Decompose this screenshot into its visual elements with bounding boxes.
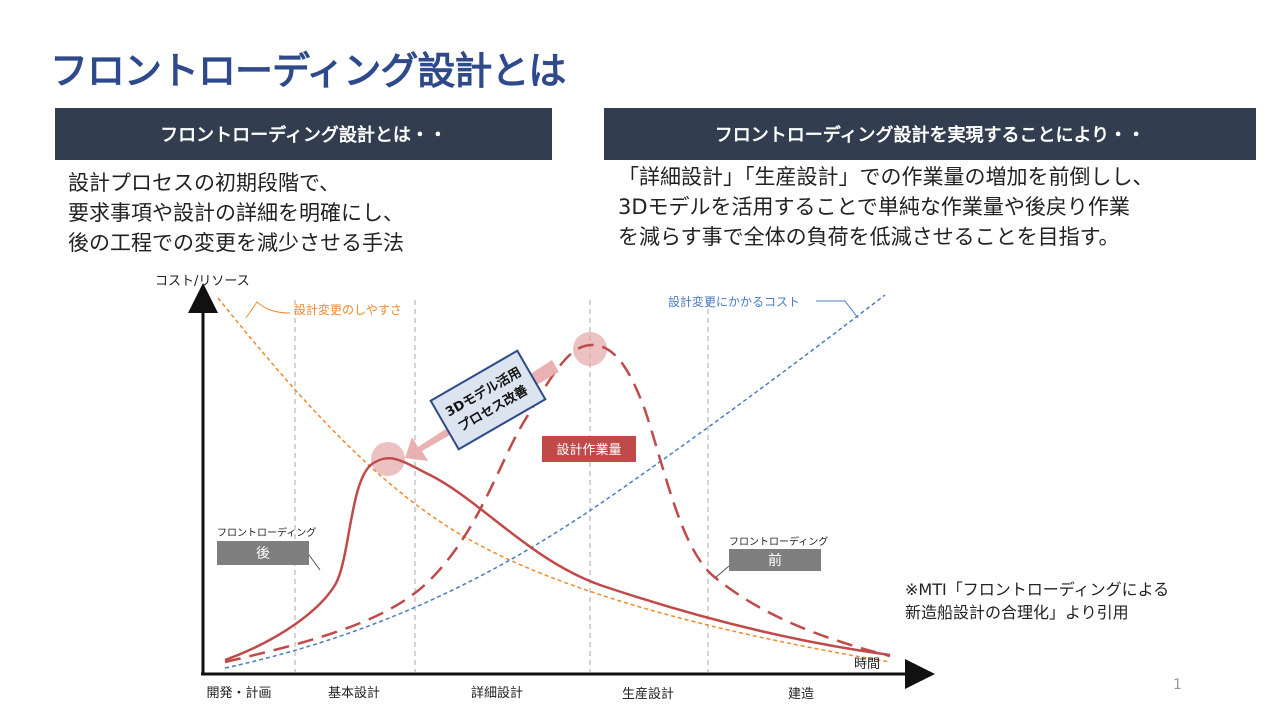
phase-label: 生産設計: [622, 686, 674, 702]
workload-after-curve: [224, 456, 891, 662]
phase-label: 基本設計: [328, 685, 380, 701]
x-axis-label: 時間: [854, 657, 880, 672]
right-body-line: 「詳細設計」「生産設計」での作業量の増加を前倒しし、: [618, 165, 1154, 189]
before-label-leader: [714, 565, 730, 579]
after-label-box: [217, 541, 309, 565]
after-label-small: フロントローディング: [217, 526, 316, 539]
left-body-line: 要求事項や設計の詳細を明確にし、: [68, 201, 404, 225]
before-label-big: 前: [768, 552, 782, 569]
work-volume-label: 設計作業量: [556, 442, 621, 458]
before-label-box: [729, 549, 821, 571]
right-body-line: を減らす事で全体の負荷を低減させることを目指す。: [618, 225, 1120, 249]
right-body-line: 3Dモデルを活用することで単純な作業量や後戻り作業: [618, 195, 1130, 219]
slide-title: フロントローディング設計とは: [50, 49, 566, 93]
before-label-small: フロントローディング: [729, 535, 828, 548]
workload-before-curve: [224, 343, 891, 664]
left-body-line: 後の工程での変更を減少させる手法: [68, 231, 404, 255]
cost-of-change-leader: [816, 300, 859, 319]
left-body-line: 設計プロセスの初期段階で、: [68, 171, 341, 195]
after-label-big: 後: [256, 546, 270, 562]
ease-of-change-label: 設計変更のしやすさ: [294, 302, 402, 317]
cost-of-change-curve: [224, 294, 886, 669]
phase-label: 開発・計画: [206, 685, 271, 701]
after-label-leader: [308, 554, 321, 571]
source-note-line: 新造船設計の合理化」より引用: [905, 603, 1129, 622]
y-axis-label: コスト/リソース: [155, 274, 250, 289]
right-panel-body: 「詳細設計」「生産設計」での作業量の増加を前倒しし、 3Dモデルを活用することで…: [618, 162, 1154, 252]
ease-of-change-curve: [217, 297, 891, 663]
left-panel-body: 設計プロセスの初期段階で、 要求事項や設計の詳細を明確にし、 後の工程での変更を…: [68, 168, 404, 258]
ease-of-change-leader: [245, 301, 291, 319]
page-number: 1: [1173, 677, 1182, 693]
phase-label: 詳細設計: [471, 685, 523, 701]
callout-3d: 3Dモデル活用 プロセス改善: [429, 349, 547, 451]
right-panel-heading: フロントローディング設計を実現することにより・・: [604, 108, 1256, 160]
source-note: ※MTI「フロントローディングによる 新造船設計の合理化」より引用: [905, 578, 1169, 624]
peak-highlight-before: [573, 332, 607, 366]
phase-label: 建造: [788, 687, 814, 702]
left-panel-heading: フロントローディング設計とは・・: [55, 108, 552, 160]
work-volume-label-box: [542, 436, 636, 462]
source-note-line: ※MTI「フロントローディングによる: [905, 580, 1170, 599]
cost-of-change-label: 設計変更にかかるコスト: [668, 294, 800, 309]
